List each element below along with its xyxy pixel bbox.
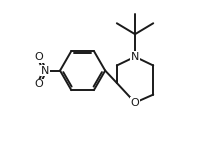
Text: N: N <box>131 52 139 62</box>
Text: O: O <box>131 98 139 108</box>
Text: N: N <box>41 66 49 76</box>
Text: O: O <box>34 79 43 89</box>
Text: O: O <box>34 52 43 62</box>
